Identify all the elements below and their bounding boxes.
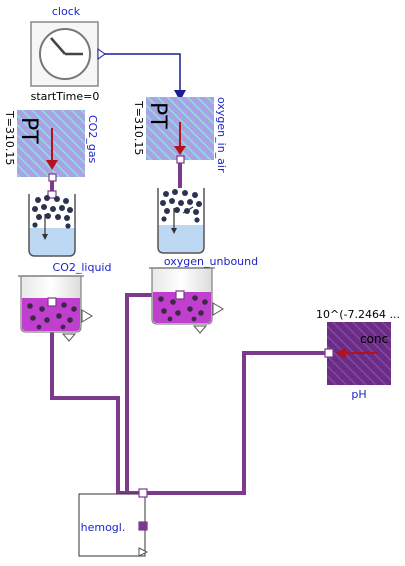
clock-hand (50, 37, 66, 55)
oxygen-in-air-param: T=310.15 (132, 100, 145, 155)
ph-port[interactable] (324, 348, 334, 358)
oxygen-container-arrow-diag (182, 206, 194, 214)
oxygen-container-arrow-head (171, 228, 177, 234)
oxygen-solution-particles (158, 295, 208, 322)
ph-name: pH (351, 388, 366, 401)
co2-gas-param: T=310.15 (3, 110, 16, 165)
co2-gas-arrow-head (46, 160, 58, 170)
oxygen-unbound-name: oxygen_unbound (164, 255, 258, 268)
hemoglobin-name: hemogl. (81, 521, 126, 534)
co2-liquid-name: CO2_liquid (53, 261, 112, 274)
hemoglobin-port-co2[interactable] (138, 488, 148, 498)
co2-beaker-bottom-port[interactable] (61, 333, 77, 342)
oxygen-unbound-beaker[interactable]: oxygen_unbound (149, 255, 258, 334)
oxygen-beaker-output-port[interactable] (212, 302, 224, 316)
co2-liquid-beaker[interactable]: CO2_liquid (18, 261, 112, 342)
co2-gas-bubbles (32, 195, 73, 229)
oxygen-gas-bubbles (160, 189, 202, 223)
clock-output-port[interactable] (97, 48, 106, 60)
clock-signal-wire (103, 53, 181, 96)
ph-wire (143, 351, 329, 495)
ph-block[interactable]: 10^(-7.2464 ... conc pH (316, 308, 400, 401)
co2-gas-name: CO2_gas (86, 115, 99, 164)
oxygen-in-air-symbol: PT (145, 102, 170, 129)
co2-container-port[interactable] (47, 190, 57, 199)
hemoglobin-port-oxygen[interactable] (138, 521, 148, 531)
oxygen-in-air-name: oxygen_in_air (215, 97, 228, 173)
ph-port-label: conc (360, 332, 388, 346)
clock-param: startTime=0 (31, 90, 100, 103)
oxygen-beaker-port[interactable] (175, 290, 185, 300)
co2-container-arrow-head (42, 234, 48, 240)
hemoglobin-box (78, 493, 146, 557)
oxygen-container-liquid (158, 225, 204, 253)
co2-beaker-output-port[interactable] (81, 309, 93, 323)
ph-value: 10^(-7.2464 ... (316, 308, 400, 321)
co2-gas-symbol: PT (16, 117, 41, 144)
oxygen-in-air-arrow-head (174, 146, 186, 155)
oxygen-container-glass (157, 188, 205, 254)
hemoglobin-block[interactable]: hemogl. (78, 488, 149, 557)
co2-solution-particles (27, 302, 77, 330)
oxygen-in-air-port[interactable] (176, 155, 185, 164)
ph-arrow-head (336, 347, 346, 359)
oxygen-beaker-bottom-port[interactable] (192, 325, 208, 334)
oxygen-dissolved-container[interactable] (157, 188, 205, 254)
co2-container-liquid (29, 228, 75, 256)
co2-dissolved-container[interactable] (28, 190, 76, 257)
hemoglobin-output-port[interactable] (138, 547, 149, 557)
oxygen-in-air-block[interactable]: PT T=310.15 oxygen_in_air (132, 97, 228, 173)
co2-gas-port[interactable] (48, 173, 57, 182)
signal-arrow-head (174, 90, 186, 101)
co2-gas-block[interactable]: PT T=310.15 CO2_gas (3, 110, 99, 182)
clock-name: clock (52, 5, 81, 18)
co2-beaker-port[interactable] (47, 297, 57, 307)
clock-block[interactable]: clock startTime=0 (30, 5, 106, 103)
co2-container-glass (28, 194, 76, 257)
